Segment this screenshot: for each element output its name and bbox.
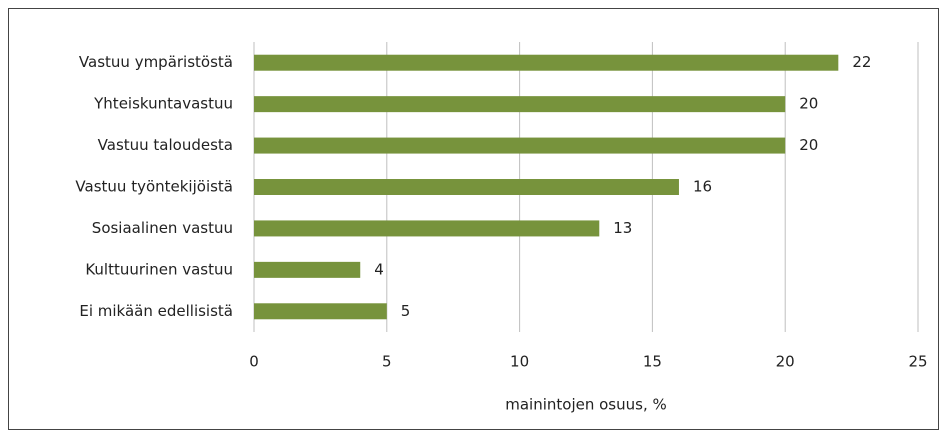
bar <box>254 137 786 154</box>
x-tick-label: 10 <box>510 353 529 371</box>
data-label: 4 <box>374 260 384 278</box>
data-label: 22 <box>852 53 871 71</box>
data-label: 16 <box>693 178 712 196</box>
x-tick-label: 15 <box>643 353 662 371</box>
bar <box>254 179 679 195</box>
bar <box>254 303 387 320</box>
bar <box>254 220 600 237</box>
y-tick-label: Kulttuurinen vastuu <box>85 260 233 278</box>
y-tick-label: Ei mikään edellisistä <box>79 302 233 320</box>
bar <box>254 261 361 278</box>
bar <box>254 96 786 113</box>
x-tick-label: 5 <box>382 353 392 371</box>
data-label: 20 <box>799 136 818 154</box>
y-tick-label: Vastuu työntekijöistä <box>75 178 233 196</box>
y-tick-label: Sosiaalinen vastuu <box>92 219 233 237</box>
y-tick-label: Vastuu ympäristöstä <box>79 53 233 71</box>
chart-border <box>8 8 939 430</box>
x-axis-label: mainintojen osuus, % <box>505 396 667 414</box>
bar <box>254 54 839 71</box>
y-tick-label: Vastuu taloudesta <box>98 136 233 154</box>
data-label: 13 <box>613 219 632 237</box>
data-label: 5 <box>401 302 411 320</box>
data-label: 20 <box>799 95 818 113</box>
x-tick-label: 20 <box>776 353 795 371</box>
x-tick-label: 25 <box>908 353 927 371</box>
x-tick-label: 0 <box>249 353 259 371</box>
y-tick-label: Yhteiskuntavastuu <box>93 95 233 113</box>
